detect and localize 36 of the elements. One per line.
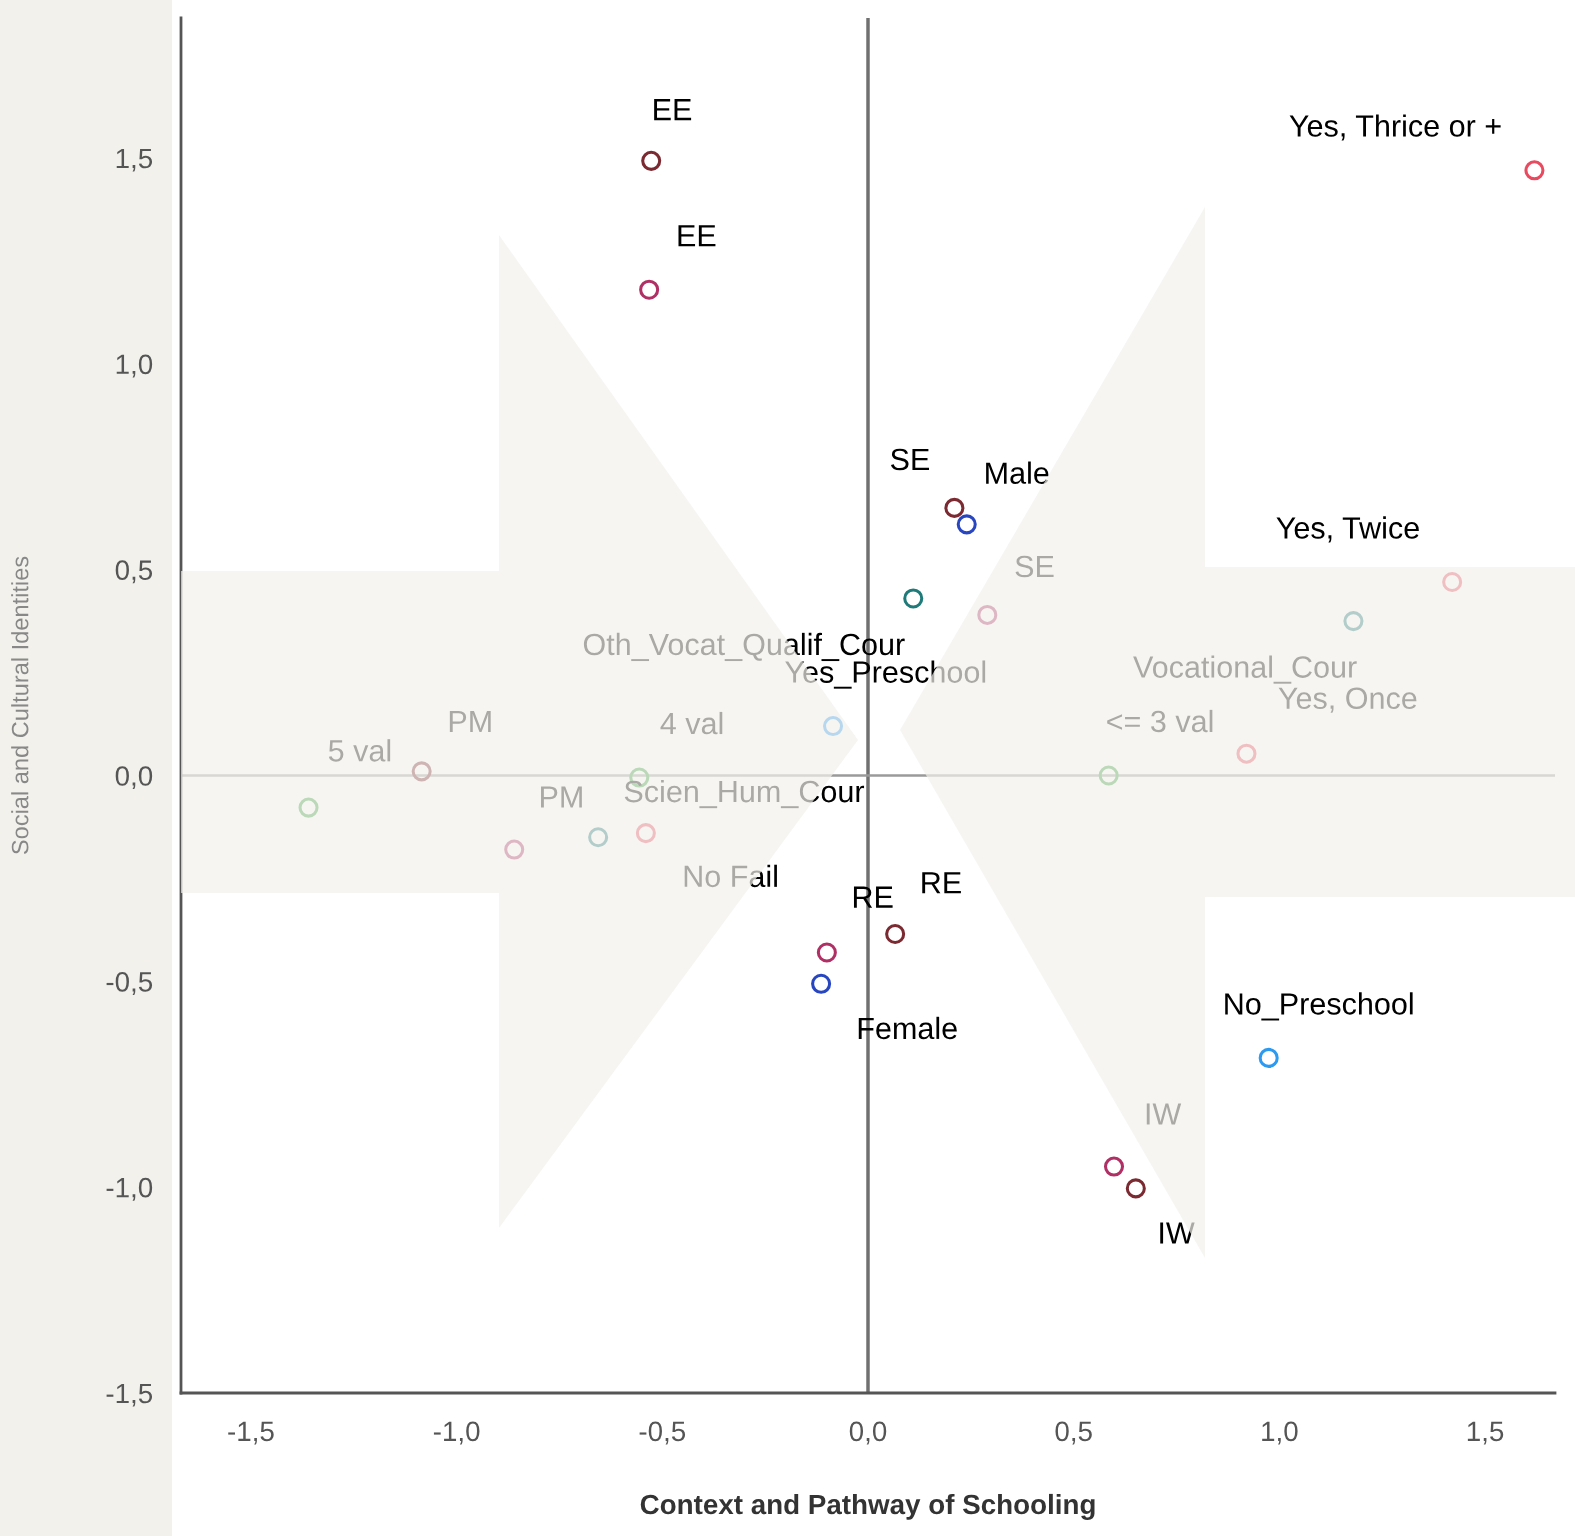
x-tick-label: -0,5 bbox=[639, 1421, 686, 1445]
y-tick-label: -1,5 bbox=[106, 1383, 153, 1407]
annotation: IW bbox=[1160, 1222, 1195, 1244]
annotation: RE bbox=[922, 872, 961, 894]
annotation: Scien_Hum_Cour bbox=[624, 779, 865, 809]
x-tick-label: 0,5 bbox=[1055, 1421, 1092, 1445]
x-tick-label: 1,5 bbox=[1467, 1421, 1504, 1445]
y-tick-label: 0,0 bbox=[115, 766, 153, 790]
y-tick-label: -0,5 bbox=[106, 971, 153, 995]
annotation: SE bbox=[1015, 555, 1054, 578]
annotation: SE bbox=[890, 448, 930, 471]
x-tick-label: -1,5 bbox=[228, 1421, 274, 1445]
y-tick-label: 1,0 bbox=[116, 354, 153, 378]
y-tick-label: 0,5 bbox=[115, 560, 153, 584]
annotation: Yes, Once bbox=[1278, 687, 1417, 713]
annotation: Male bbox=[986, 461, 1049, 484]
x-tick-label: 1,0 bbox=[1262, 1421, 1298, 1445]
annotation: EE bbox=[654, 99, 692, 121]
annotation: EE bbox=[678, 225, 716, 247]
annotation: No Fail bbox=[684, 864, 777, 888]
x-tick-label: -1,0 bbox=[433, 1421, 480, 1445]
annotation: No_Preschool bbox=[1225, 992, 1413, 1021]
y-tick-label: -1,0 bbox=[106, 1177, 153, 1201]
annotation: <= 3 val bbox=[1107, 709, 1213, 733]
annotation: IW bbox=[1146, 1103, 1182, 1125]
x-axis-title: Context and Pathway of Schooling bbox=[640, 1493, 1095, 1520]
y-tick-label: 1,5 bbox=[116, 148, 153, 172]
x-tick-label: 0,0 bbox=[849, 1421, 887, 1445]
annotation: 4 val bbox=[660, 711, 723, 735]
annotation: Vocational_Cour bbox=[1133, 655, 1357, 684]
annotation: Yes, Twice bbox=[1276, 516, 1419, 543]
annotation: PM bbox=[449, 711, 491, 733]
y-axis-title: Social and Cultural Identities bbox=[11, 556, 29, 855]
annotation: Yes, Thrice or + bbox=[1289, 114, 1501, 141]
annotation: PM bbox=[541, 786, 582, 808]
annotation: 5 val bbox=[328, 739, 391, 762]
